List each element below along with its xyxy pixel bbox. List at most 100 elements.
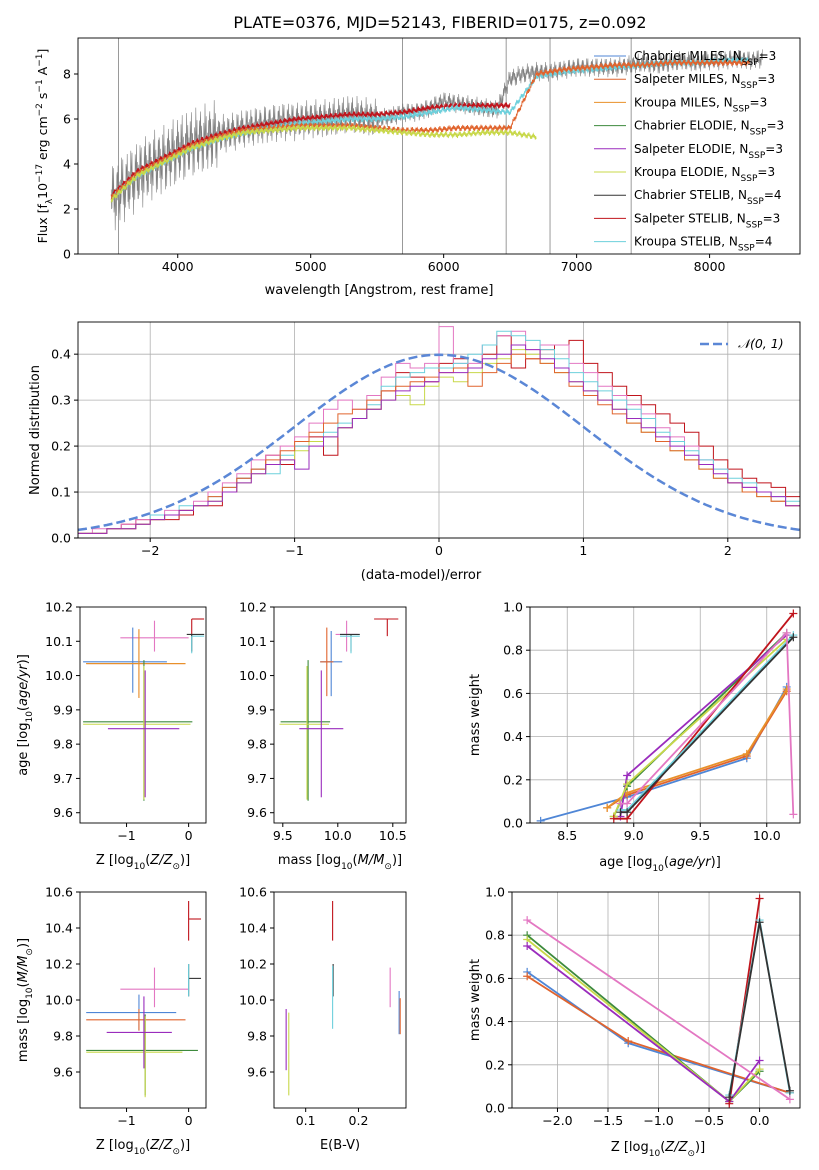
text-span: SSP [742, 58, 759, 68]
weight-marker [789, 633, 798, 642]
axes-frame [529, 606, 801, 824]
text-span: =3 [765, 142, 783, 156]
text-span: Z [163, 1138, 174, 1153]
text-span: 10 [652, 864, 664, 874]
legend-label: Kroupa ELODIE, NSSP=3 [634, 165, 775, 184]
text-span: ( [353, 853, 358, 868]
x-tick-label: 9.0 [624, 828, 644, 843]
text-span: Z [log [96, 1138, 134, 1153]
text-span: =3 [757, 165, 775, 179]
y-tick-label: 1.0 [485, 885, 505, 900]
text-span: ( [660, 1140, 665, 1155]
text-span: Z [149, 853, 160, 868]
legend-label: Chabrier MILES, NSSP=3 [634, 49, 776, 68]
spectrum-series [110, 101, 511, 199]
weight-marker [742, 749, 751, 758]
x-tick-label: 10.5 [379, 828, 407, 843]
weight-marker [785, 1095, 794, 1104]
y-tick-label: 10.2 [239, 957, 267, 972]
text-span: 10 [25, 987, 35, 999]
plot-area [285, 901, 401, 1096]
text-span: −1 [35, 54, 45, 67]
y-tick-label: 2 [63, 202, 71, 217]
y-tick-label: 10.1 [239, 634, 267, 649]
x-tick-label: 0 [185, 828, 193, 843]
text-span: age [log [16, 723, 31, 776]
x-tick-label: 10.0 [753, 828, 781, 843]
x-tick-label: −1 [117, 1113, 135, 1128]
y-tick-label: 0.4 [51, 347, 71, 362]
text-span: SSP [738, 244, 755, 254]
plot-area [110, 38, 763, 254]
x-axis-label: Z [log10(Z/Z⊙)] [96, 1138, 190, 1157]
weight-marker [789, 810, 798, 819]
y-tick-label: 6 [63, 112, 71, 127]
x-axis-label: Z [log10(Z/Z⊙)] [96, 853, 190, 872]
x-tick-label: −0.5 [694, 1113, 724, 1128]
y-tick-label: 0.4 [485, 1014, 505, 1029]
weight-series [526, 934, 761, 1103]
y-tick-label: 0.1 [51, 485, 71, 500]
axes-frame [79, 606, 207, 824]
text-span: SSP [750, 128, 767, 138]
y-tick-label: 9.6 [53, 805, 73, 820]
spectrum-series [110, 58, 750, 201]
text-span: Kroupa STELIB, N [634, 235, 738, 249]
panel-weight_vs_Z: −2.0 −1.5 −1.0 −0.5 0.0 0.0 0.2 0.4 0.6 0.8 1.0 Z [… [468, 885, 801, 1159]
text-span: )] [16, 654, 31, 664]
weight-marker [523, 942, 532, 950]
y-tick-label: 0.2 [51, 439, 71, 454]
y-tick-label: 0.2 [485, 1057, 505, 1072]
text-span: ⊙ [687, 1149, 695, 1159]
y-tick-label: 9.8 [247, 737, 267, 752]
text-span: Kroupa MILES, N [634, 95, 733, 109]
y-tick-label: 10.6 [45, 885, 73, 900]
x-tick-label: −1.5 [593, 1113, 623, 1128]
y-tick-label: 0.8 [503, 643, 523, 658]
legend-label: Salpeter STELIB, NSSP=3 [634, 211, 780, 230]
y-tick-label: 1.0 [503, 600, 523, 615]
text-span: Kroupa ELODIE, N [634, 165, 741, 179]
text-span: )] [180, 1138, 190, 1153]
y-tick-label: 10.0 [239, 668, 267, 683]
text-span: )] [695, 1140, 705, 1155]
y-tick-label: 9.6 [247, 805, 267, 820]
x-tick-label: 0.2 [349, 1113, 369, 1128]
x-tick-label: 1 [579, 543, 587, 558]
y-axis-label: age [log10(age/yr)] [16, 654, 35, 776]
x-tick-label: 0 [435, 543, 443, 558]
y-tick-label: 0.6 [485, 971, 505, 986]
y-tick-label: 0.0 [485, 1101, 505, 1116]
text-span: ⊙ [172, 1147, 180, 1157]
x-tick-label: 2 [724, 543, 732, 558]
axes-frame [77, 37, 801, 255]
text-span: SSP [741, 81, 758, 91]
text-span: / [158, 853, 165, 868]
text-span: Chabrier STELIB, N [634, 188, 747, 202]
x-tick-label: 10.0 [324, 828, 352, 843]
x-tick-label: 0 [185, 1113, 193, 1128]
weight-marker [755, 918, 764, 927]
weight-marker [523, 972, 532, 981]
y-tick-label: 9.9 [247, 702, 267, 717]
text-span: SSP [733, 104, 750, 114]
text-span: 10 [134, 1147, 146, 1157]
text-span: =4 [755, 235, 773, 249]
axes-frame [511, 891, 801, 1109]
text-span: age [log [599, 855, 652, 870]
text-span: A [35, 66, 50, 79]
y-axis-label: mass [log10(M/M⊙)] [16, 938, 35, 1062]
panel-spectrum: 4000 5000 6000 7000 8000 0 2 4 6 8 Chabrier MILES,… [35, 37, 801, 298]
x-tick-label: 9.5 [690, 828, 710, 843]
x-axis-label: age [log10(age/yr)] [599, 855, 721, 874]
panel-age_vs_Z: −1 09.69.79.89.910.010.110.2Z [log10(Z/Z⊙… [16, 600, 207, 872]
weight-marker [623, 771, 632, 780]
plot-area [78, 326, 800, 538]
spectrum-series [110, 57, 750, 200]
y-tick-label: 10.0 [45, 668, 73, 683]
x-tick-label: 7000 [561, 259, 593, 274]
weight-series [526, 945, 761, 1103]
y-tick-label: 9.6 [247, 1065, 267, 1080]
text-span: =3 [757, 72, 775, 86]
